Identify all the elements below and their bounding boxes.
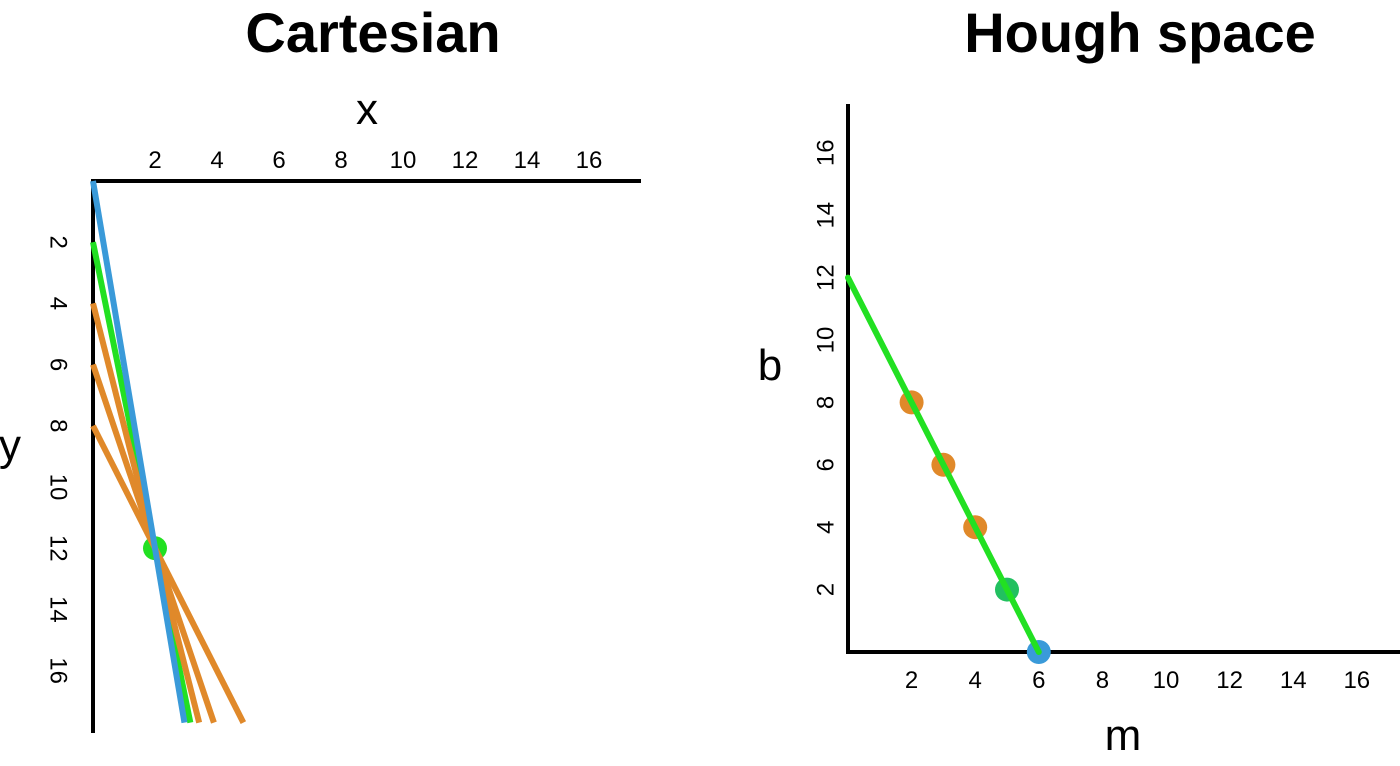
cartesian-title: Cartesian <box>245 1 500 64</box>
hough-panel: m b 2 4 6 8 10 12 14 16 2 4 6 8 10 12 14 16 <box>758 104 1400 760</box>
hough-lines <box>845 274 1042 655</box>
cartesian-y-tick: 2 <box>45 236 72 249</box>
cartesian-panel: x y 2 4 6 8 10 12 14 16 2 4 6 8 10 12 14 16 <box>0 85 641 733</box>
cartesian-lines <box>90 180 247 724</box>
cartesian-y-tick: 8 <box>45 419 72 432</box>
cartesian-x-label: x <box>356 85 378 134</box>
hough-b-tick: 2 <box>813 583 840 596</box>
hough-m-tick: 2 <box>905 667 918 694</box>
cartesian-x-tick: 8 <box>334 147 347 174</box>
hough-line <box>845 274 1042 655</box>
hough-b-tick: 12 <box>813 264 840 291</box>
cartesian-y-tick: 12 <box>45 535 72 562</box>
hough-b-tick: 10 <box>813 327 840 354</box>
hough-b-tick: 4 <box>813 521 840 534</box>
cartesian-x-tick: 16 <box>576 147 603 174</box>
cartesian-x-ticks: 2 4 6 8 10 12 14 16 <box>148 147 602 174</box>
hough-title: Hough space <box>964 1 1316 64</box>
hough-m-tick: 14 <box>1280 667 1307 694</box>
cartesian-line-4 <box>90 424 247 724</box>
hough-b-ticks: 2 4 6 8 10 12 14 16 <box>813 139 840 596</box>
hough-m-label: m <box>1105 711 1142 760</box>
cartesian-x-tick: 12 <box>452 147 479 174</box>
hough-m-tick: 12 <box>1216 667 1243 694</box>
cartesian-y-tick: 10 <box>45 474 72 501</box>
hough-m-tick: 10 <box>1153 667 1180 694</box>
hough-b-tick: 16 <box>813 139 840 166</box>
hough-m-tick: 16 <box>1343 667 1370 694</box>
cartesian-x-tick: 2 <box>148 147 161 174</box>
cartesian-y-tick: 4 <box>45 297 72 310</box>
cartesian-y-tick: 6 <box>45 358 72 371</box>
cartesian-y-tick: 16 <box>45 657 72 684</box>
cartesian-y-label: y <box>0 421 21 470</box>
hough-b-label: b <box>758 341 782 390</box>
hough-m-tick: 8 <box>1096 667 1109 694</box>
cartesian-y-ticks: 2 4 6 8 10 12 14 16 <box>45 236 72 684</box>
hough-b-tick: 14 <box>813 202 840 229</box>
hough-m-tick: 4 <box>969 667 982 694</box>
hough-m-ticks: 2 4 6 8 10 12 14 16 <box>905 667 1370 694</box>
cartesian-x-tick: 14 <box>514 147 541 174</box>
hough-b-tick: 8 <box>813 396 840 409</box>
cartesian-x-tick: 10 <box>390 147 417 174</box>
cartesian-line-5 <box>90 180 188 724</box>
hough-b-tick: 6 <box>813 458 840 471</box>
cartesian-x-tick: 4 <box>210 147 223 174</box>
cartesian-y-tick: 14 <box>45 596 72 623</box>
hough-m-tick: 6 <box>1032 667 1045 694</box>
cartesian-x-tick: 6 <box>272 147 285 174</box>
